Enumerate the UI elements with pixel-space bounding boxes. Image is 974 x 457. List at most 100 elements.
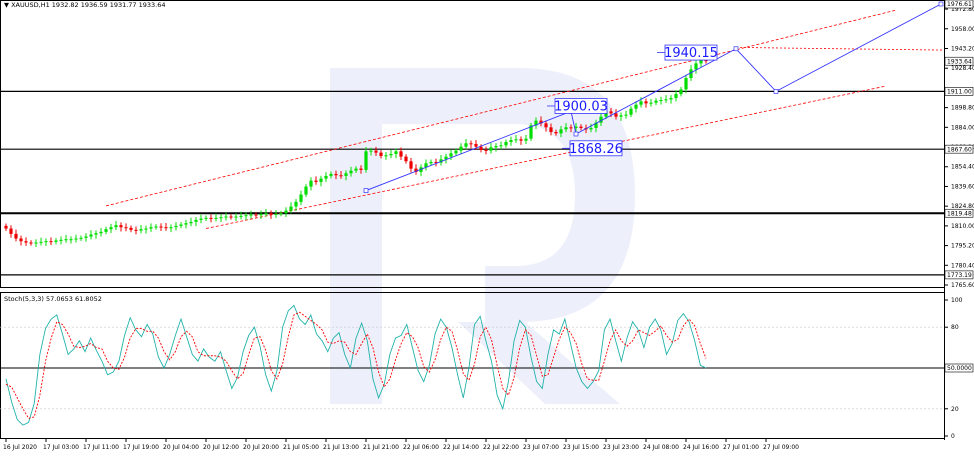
candle-bear [379,152,383,156]
price-tick-label: 1765.60 [951,282,974,289]
candle-bear [644,101,648,104]
candle-bull [384,155,388,157]
candle-bull [629,108,633,115]
candle-bull [439,159,443,163]
stochastic-axis: 0 20 80 100 [944,297,963,440]
stochastic-label: Stoch(5,3,3) 57.0653 61.8052 [4,295,102,303]
candle-bear [434,161,438,163]
symbol-label: XAUUSD,H1 [11,1,50,9]
candle-bull [324,175,328,179]
candle-bull [284,210,288,214]
price-axis: 1765.60 1780.40 1795.20 1810.00 1824.80 1839.… [944,0,974,289]
time-tick-label: 22 Jul 06:00 [403,444,439,451]
candle-bull [694,63,698,70]
candle-bull [139,229,143,231]
candle-bull [504,141,508,146]
candle-bull [429,161,433,164]
time-tick-label: 23 Jul 23:00 [603,444,639,451]
candle-bull [274,213,278,215]
stochastic-levels: 50.0000 [0,326,974,410]
price-label-text: 1773.19 [947,272,972,279]
price-panel[interactable]: 1765.60 1780.40 1795.20 1810.00 1824.80 1839.… [0,0,974,440]
forecast-node [733,46,739,52]
candle-bull [249,214,253,216]
annotation-label: 1868.26 [569,142,623,157]
time-tick-label: 21 Jul 21:00 [363,444,399,451]
candle-bull [264,213,268,215]
forecast-node [363,188,369,193]
stochastic-tick-label: 80 [951,324,959,331]
horizontal-levels [0,47,945,276]
candle-bull [349,170,353,174]
candle-bear [209,217,213,219]
price-tick-label: 1898.80 [951,105,974,112]
stochastic-panel-frame [0,292,945,439]
ohlc-values: 1932.82 1936.59 1931.77 1933.64 [52,1,166,9]
candle-bear [554,131,558,134]
candle-bull [294,201,298,207]
candle-bull [509,139,513,142]
candle-bear [484,149,488,151]
candle-bull [299,194,303,202]
candle-bull [604,111,608,117]
candle-bear [359,168,363,170]
candle-bull [199,218,203,220]
candle-bear [29,242,33,244]
candle-bull [674,94,678,99]
candle-bear [334,173,338,176]
price-label-text: 1933.64 [947,58,972,65]
trend-channel [105,9,897,229]
watermark-bowl [382,68,635,322]
candle-bear [579,126,583,128]
candle-bull [224,216,228,218]
price-tick-label: 1884.00 [951,124,974,131]
candle-bull [279,213,283,215]
candle-bull [394,151,398,154]
candle-bull [329,173,333,176]
price-tick-label: 1780.40 [951,262,974,269]
candle-bull [99,231,103,234]
candle-bear [9,228,13,234]
candle-bear [129,227,133,230]
candle-bull [114,225,118,228]
candle-bull [639,101,643,105]
time-axis: 16 Jul 2020 17 Jul 03:00 17 Jul 11:00 17 Ju… [3,439,799,451]
forecast-node [573,131,579,137]
candle-bull [344,173,348,176]
candle-bull [109,227,113,230]
price-tick-label: 1854.40 [951,164,974,171]
candle-bull [499,145,503,147]
candlestick-series [4,56,708,247]
time-tick-label: 27 Jul 01:00 [723,444,759,451]
candle-bull [449,153,453,157]
time-tick-label: 22 Jul 14:00 [443,444,479,451]
stochastic-tick-label: 0 [951,433,955,440]
time-tick-label: 21 Jul 05:00 [283,444,319,451]
candle-bear [254,214,258,216]
candle-bull [664,99,668,101]
candle-bull [89,234,93,237]
candle-bear [414,168,418,172]
annotation-label: 1900.03 [554,99,608,114]
time-tick-label: 27 Jul 09:00 [763,444,799,451]
forecast-line [365,3,942,192]
candle-bear [409,161,413,169]
forecast-node [773,89,779,94]
price-label-box [944,87,974,96]
stochastic-panel[interactable]: 50.0000 0 20 80 100 Stoch(5,3,3) 57.0653 61… [0,292,974,441]
candle-bull [389,153,393,156]
candle-bear [14,233,18,239]
candle-bear [404,156,408,162]
time-tick-label: 20 Jul 12:00 [203,444,239,451]
candle-bull [654,100,658,103]
price-label-text: 1976.61 [947,1,972,8]
candle-bull [464,143,468,147]
candle-bear [474,143,478,147]
stochastic-level-label: 50.0000 [947,365,972,372]
price-tick-label: 1824.80 [951,203,974,210]
candle-bull [59,239,63,241]
candle-bull [239,215,243,217]
trend-channel-lower [205,85,887,229]
price-label-box [944,0,974,9]
